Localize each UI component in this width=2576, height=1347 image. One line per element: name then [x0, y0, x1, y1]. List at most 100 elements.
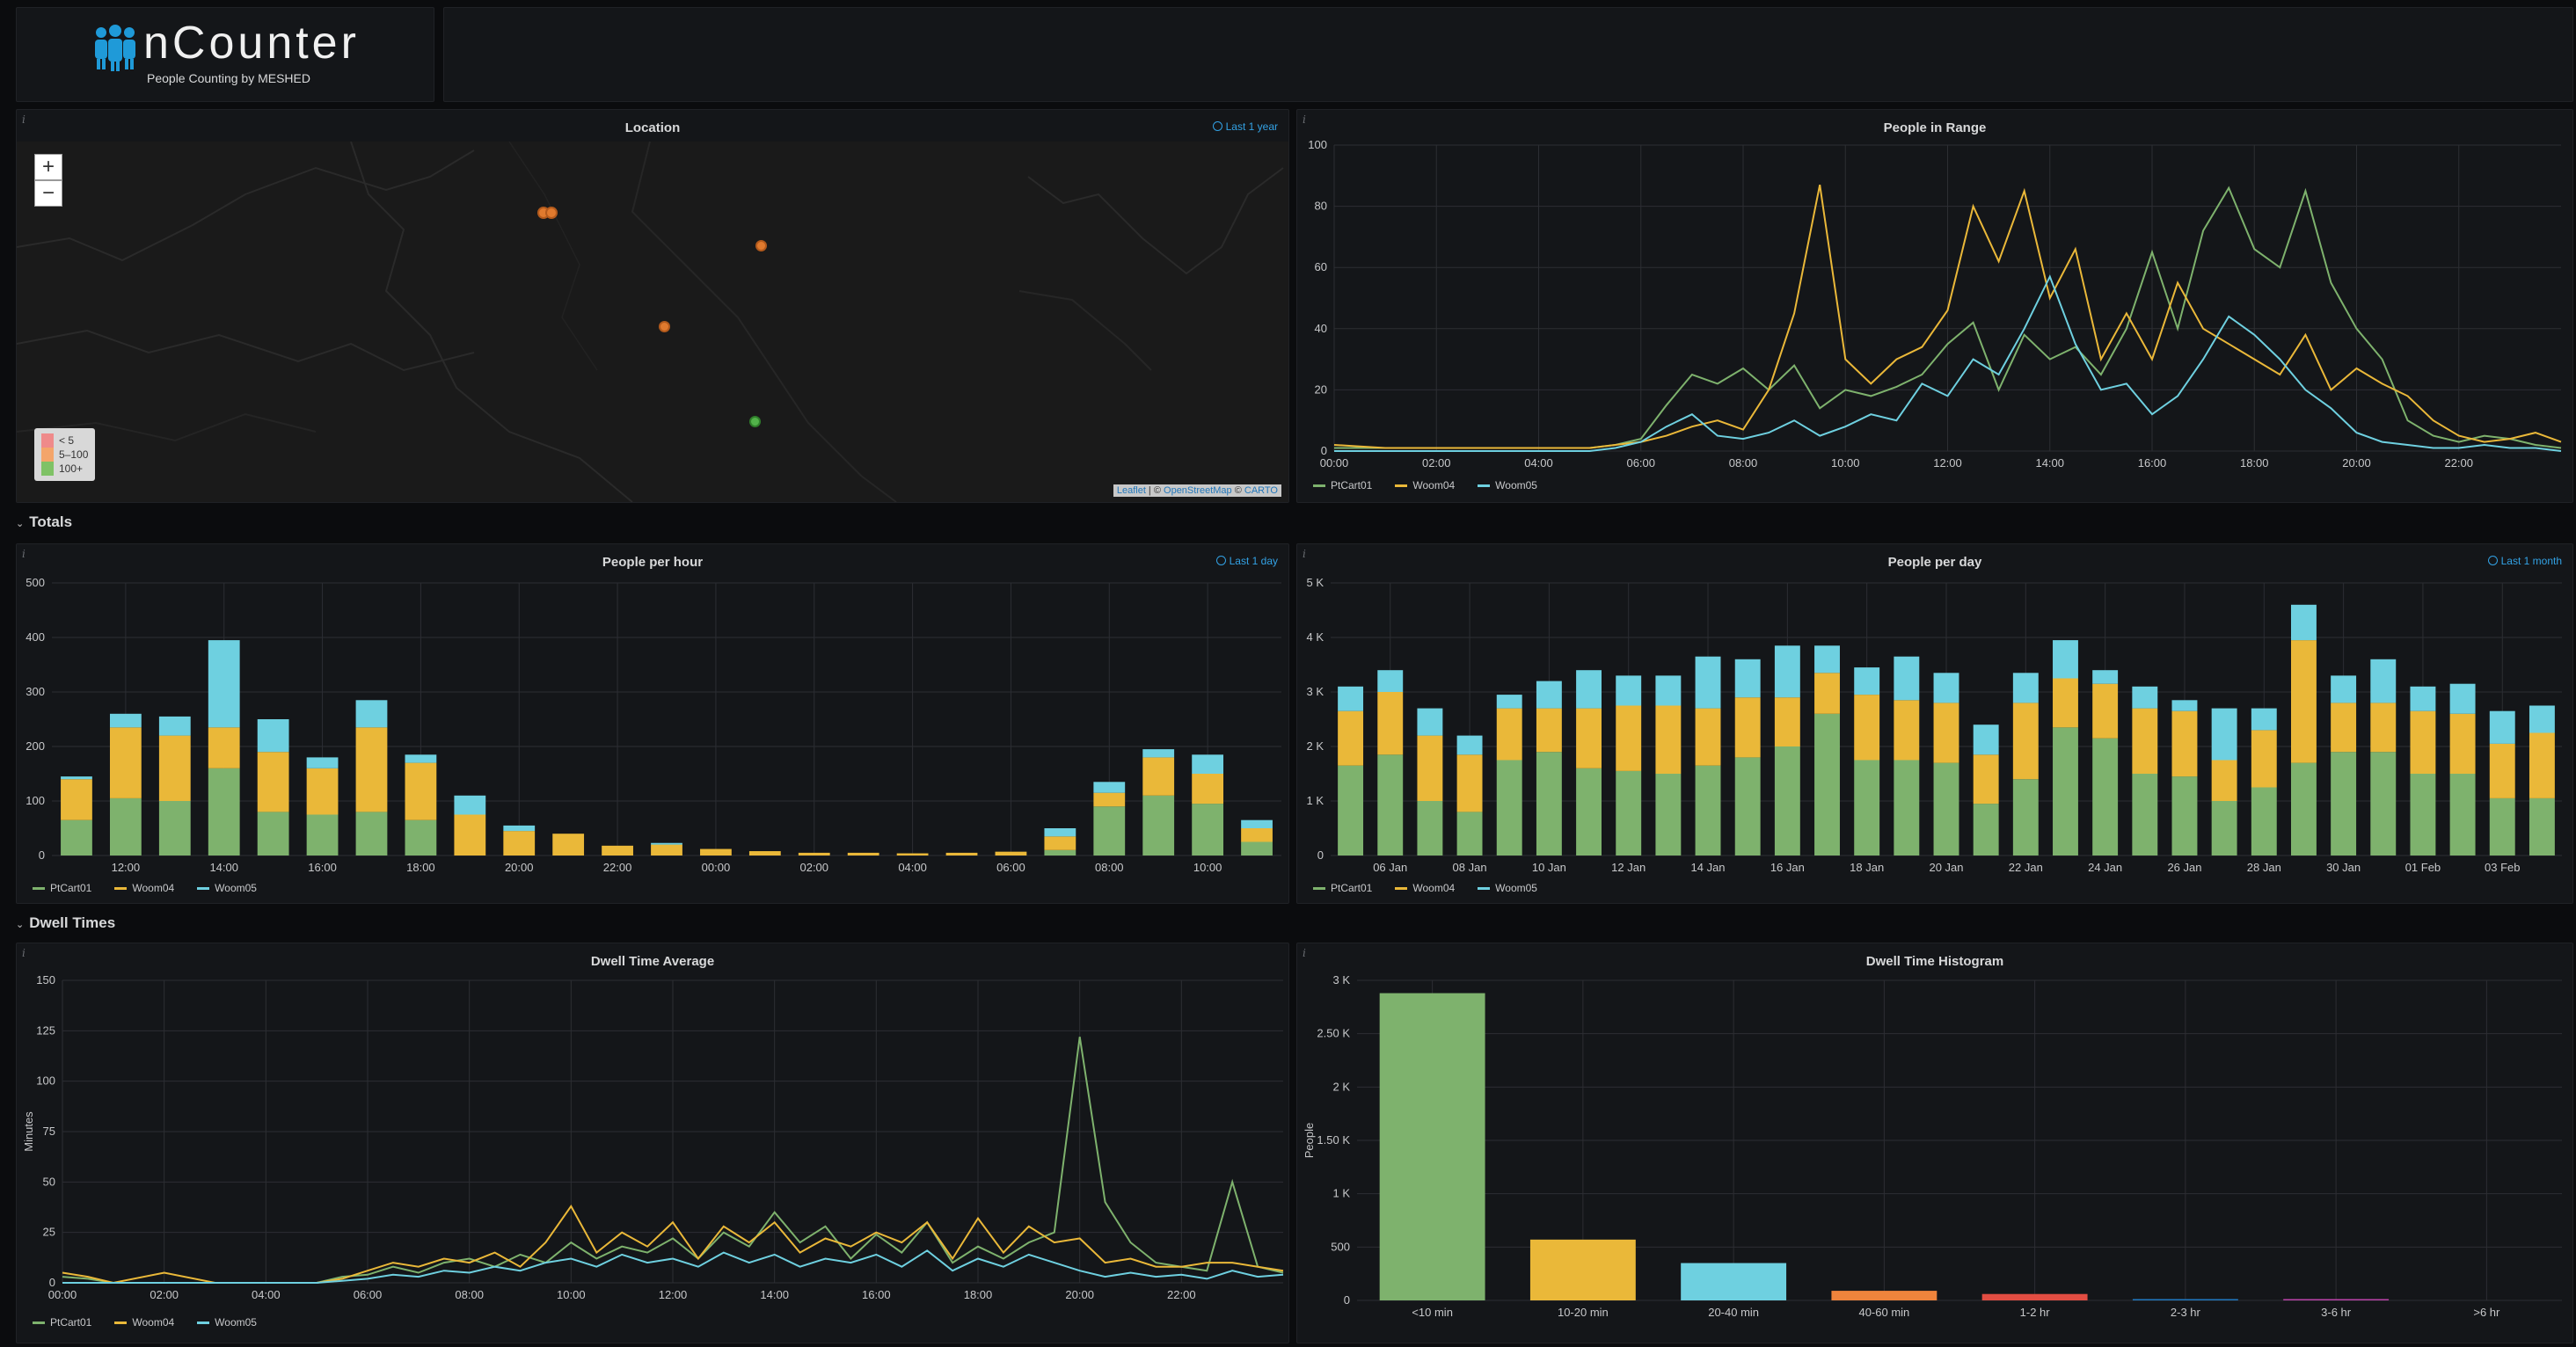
map-marker[interactable] [755, 240, 767, 251]
bar-segment-PtCart01 [1894, 760, 1920, 856]
map-attribution: Leaflet | © OpenStreetMap © CARTO [1113, 484, 1281, 497]
time-range-badge[interactable]: Last 1 month [2487, 555, 2562, 567]
info-icon[interactable]: i [1303, 947, 1306, 959]
bar-segment-PtCart01 [1456, 812, 1483, 856]
time-range-badge[interactable]: Last 1 year [1212, 120, 1278, 133]
bar-segment-Woom04 [1655, 705, 1682, 774]
y-tick-label: 100 [1308, 138, 1327, 151]
legend-label: Woom05 [1495, 479, 1537, 491]
legend-swatch [41, 448, 54, 462]
legend-label: Woom04 [132, 882, 175, 894]
people-per-day-chart[interactable]: 0 1 K 2 K 3 K 4 K 5 K 06 Jan 08 Jan 10 Jan 12 Jan… [1297, 569, 2572, 903]
info-icon[interactable]: i [22, 947, 26, 959]
brand-panel: nCounter People Counting by MESHED [16, 7, 434, 102]
map-legend: < 5 5–100 100+ [34, 428, 96, 481]
zoom-out-button[interactable]: − [34, 180, 62, 207]
y-tick-label: 0 [1344, 1293, 1350, 1307]
dwell-time-average-chart[interactable]: 0 25 50 75 100 125 150 00:00 02:00 04:00 06:00 08:0… [17, 968, 1288, 1341]
legend-item[interactable]: Woom05 [1478, 882, 1537, 894]
legend-item[interactable]: PtCart01 [1313, 479, 1372, 491]
x-tick-label: 16 Jan [1770, 861, 1805, 874]
x-tick-label: 10:00 [557, 1288, 586, 1301]
legend-swatch [1395, 484, 1408, 487]
y-tick-label: 50 [43, 1175, 55, 1188]
bar-segment-PtCart01 [2410, 774, 2436, 856]
legend-label: PtCart01 [50, 1316, 92, 1329]
legend-item[interactable]: Woom04 [1395, 882, 1455, 894]
bar-segment-Woom04 [1536, 708, 1562, 753]
row-dwell-times[interactable]: ⌄ Dwell Times [16, 914, 116, 931]
x-tick-label: 10-20 min [1558, 1306, 1609, 1319]
y-tick-label: 2 K [1332, 1080, 1350, 1093]
legend-swatch [41, 462, 54, 476]
legend-item[interactable]: Woom05 [197, 1316, 257, 1329]
bar-segment-Woom04 [2053, 678, 2078, 728]
people-in-range-chart[interactable]: 0 20 40 60 80 100 00:00 02:00 04:00 06:00 08:00 10:… [1297, 135, 2572, 504]
x-tick-label: 02:00 [150, 1288, 179, 1301]
bar-segment-PtCart01 [61, 819, 92, 856]
map-marker[interactable] [659, 321, 670, 332]
x-tick-label: 12:00 [112, 861, 141, 874]
map-canvas[interactable] [17, 142, 1288, 502]
y-tick-label: 75 [43, 1125, 55, 1138]
map-marker[interactable] [545, 207, 558, 219]
legend-item[interactable]: Woom04 [114, 882, 174, 894]
legend-item[interactable]: PtCart01 [33, 1316, 91, 1329]
osm-link[interactable]: OpenStreetMap [1164, 485, 1232, 496]
dwell-time-histogram-chart[interactable]: 0 500 1 K 1.50 K 2 K 2.50 K 3 K <10 min 10-20 mi… [1297, 968, 2572, 1341]
bar-segment-Woom04 [945, 852, 978, 856]
info-icon[interactable]: i [1303, 113, 1306, 126]
info-icon[interactable]: i [22, 113, 26, 126]
x-tick-label: 1-2 hr [2020, 1306, 2051, 1319]
y-tick-label: 200 [26, 739, 45, 753]
people-per-hour-panel: i People per hour Last 1 day 0 100 200 300 4… [16, 543, 1289, 904]
map-marker[interactable] [749, 416, 761, 427]
info-icon[interactable]: i [1303, 548, 1306, 560]
people-per-day-panel: i People per day Last 1 month 0 1 K 2 K 3 K… [1296, 543, 2573, 904]
legend-item[interactable]: Woom04 [1395, 479, 1455, 491]
people-per-hour-chart[interactable]: 0 100 200 300 400 500 12:00 14:00 16:00 18:00 20:0… [17, 569, 1288, 903]
y-tick-label: 100 [26, 794, 45, 807]
bar-segment-Woom05 [257, 719, 289, 753]
bar-segment-Woom05 [208, 640, 240, 728]
x-tick-label: 08 Jan [1453, 861, 1487, 874]
bar-segment-Woom04 [1933, 703, 1959, 763]
bar-segment-PtCart01 [208, 768, 240, 856]
bar-segment-Woom05 [503, 825, 536, 832]
bar-segment-PtCart01 [2053, 727, 2078, 856]
carto-link[interactable]: CARTO [1244, 485, 1278, 496]
bar-segment-Woom04 [896, 853, 929, 856]
bar-segment-Woom05 [2449, 683, 2476, 714]
legend-item[interactable]: Woom04 [114, 1316, 174, 1329]
x-tick-label: 02:00 [799, 861, 828, 874]
leaflet-link[interactable]: Leaflet [1116, 485, 1146, 496]
brand-tagline: People Counting by MESHED [147, 71, 310, 85]
location-panel: i Location Last 1 year + − < 5 5–100 100… [16, 109, 1289, 503]
time-range-badge[interactable]: Last 1 day [1215, 555, 1278, 567]
zoom-in-button[interactable]: + [34, 154, 62, 180]
x-tick-label: 12:00 [1933, 456, 1962, 470]
x-tick-label: 12 Jan [1611, 861, 1646, 874]
info-icon[interactable]: i [22, 548, 26, 560]
bar-segment-Woom04 [1774, 697, 1800, 746]
bar-segment-PtCart01 [405, 819, 437, 856]
legend-item[interactable]: Woom05 [197, 882, 257, 894]
bar-segment-Woom04 [2370, 703, 2397, 753]
bar-segment-Woom04 [602, 845, 633, 856]
y-axis-label: Minutes [22, 1111, 35, 1152]
legend-item[interactable]: PtCart01 [1313, 882, 1372, 894]
bar-segment-Woom05 [1894, 656, 1920, 701]
bar-segment-PtCart01 [1734, 757, 1761, 856]
legend-swatch [114, 1321, 128, 1324]
row-totals[interactable]: ⌄ Totals [16, 513, 73, 530]
x-tick-label: 00:00 [702, 861, 731, 874]
legend-item[interactable]: Woom05 [1478, 479, 1537, 491]
bar-segment-Woom04 [2449, 713, 2476, 774]
bar-segment-Woom04 [1616, 705, 1642, 771]
x-tick-label: 08:00 [1095, 861, 1124, 874]
legend-item[interactable]: PtCart01 [33, 882, 91, 894]
bar-segment-PtCart01 [1192, 804, 1224, 856]
bar-segment-Woom05 [454, 795, 486, 815]
bar-segment-PtCart01 [1093, 806, 1126, 856]
x-tick-label: 16:00 [2138, 456, 2167, 470]
